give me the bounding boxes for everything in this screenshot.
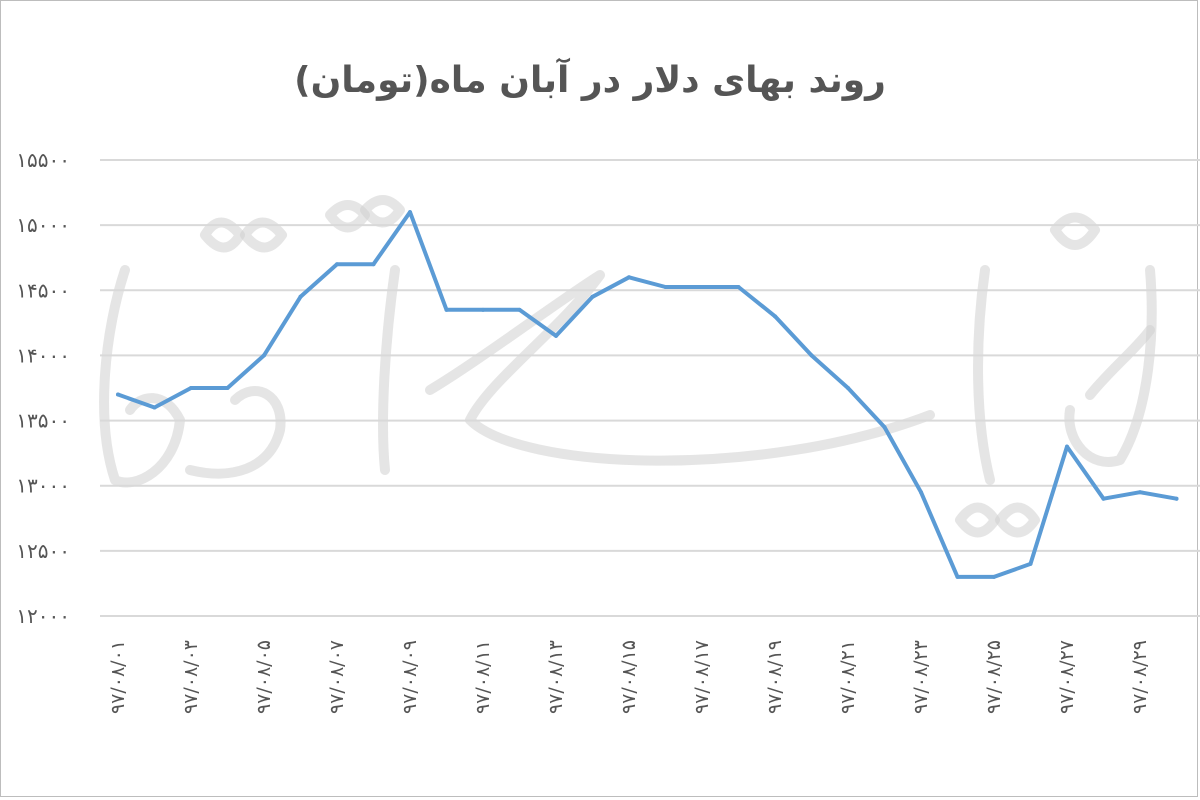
y-tick-label: ۱۲۵۰۰ (16, 539, 70, 563)
y-tick-label: ۱۵۵۰۰ (16, 148, 70, 172)
watermark-logo (99, 195, 1157, 538)
data-point (846, 386, 850, 390)
data-point (627, 275, 631, 280)
data-point (554, 333, 558, 338)
data-point (189, 386, 193, 390)
data-point (700, 285, 704, 290)
y-tick-label: ۱۴۰۰۰ (16, 343, 70, 367)
data-point (444, 307, 449, 312)
data-point (152, 405, 157, 410)
data-point (955, 574, 960, 579)
data-point (1174, 496, 1179, 501)
x-axis-ticks: ۹۷/۰۸/۰۱ ۹۷/۰۸/۰۳ ۹۷/۰۸/۰۵ ۹۷/۰۸/۰۷ ۹۷/۰۸/۰۹… (107, 640, 1151, 714)
data-point (882, 425, 887, 430)
data-point (992, 574, 996, 579)
x-tick-label: ۹۷/۰۸/۱۵ (618, 640, 640, 714)
data-point (116, 392, 120, 397)
data-point (773, 314, 777, 319)
y-tick-label: ۱۳۰۰۰ (16, 474, 70, 498)
data-point (481, 307, 485, 312)
series-group (116, 210, 1179, 579)
data-point (225, 386, 230, 390)
gridlines (100, 159, 1200, 617)
data-point (1101, 496, 1106, 501)
data-point (809, 353, 814, 358)
data-point (1138, 490, 1142, 495)
data-point (262, 353, 266, 358)
data-point (736, 285, 741, 290)
series-line (116, 210, 1179, 579)
chart-title: روند بهای دلار در آبان ماه(تومان) (294, 57, 886, 101)
x-tick-label: ۹۷/۰۸/۲۱ (837, 640, 859, 714)
y-tick-label: ۱۳۵۰۰ (16, 409, 70, 433)
x-tick-label: ۹۷/۰۸/۱۳ (545, 640, 567, 714)
data-point (298, 294, 303, 299)
data-point (335, 262, 339, 267)
x-tick-label: ۹۷/۰۸/۲۵ (983, 640, 1005, 714)
y-tick-label: ۱۴۵۰۰ (16, 278, 70, 302)
x-tick-label: ۹۷/۰۸/۱۹ (764, 640, 786, 714)
y-axis-ticks: ۱۵۵۰۰ ۱۵۰۰۰ ۱۴۵۰۰ ۱۴۰۰۰ ۱۳۵۰۰ ۱۳۰۰۰ ۱۲۵۰۰ ۱۲۰۰۰ (16, 148, 70, 628)
x-tick-label: ۹۷/۰۸/۱۷ (691, 640, 713, 714)
y-tick-label: ۱۵۰۰۰ (16, 213, 70, 237)
x-tick-label: ۹۷/۰۸/۲۳ (910, 640, 932, 714)
data-point (408, 210, 412, 215)
data-point (1028, 561, 1033, 566)
x-tick-label: ۹۷/۰۸/۱۱ (472, 640, 494, 714)
data-point (1065, 444, 1069, 449)
x-tick-label: ۹۷/۰۸/۰۷ (326, 640, 348, 714)
x-tick-label: ۹۷/۰۸/۰۳ (180, 640, 202, 714)
data-point (663, 285, 668, 290)
data-point (919, 490, 923, 495)
x-tick-label: ۹۷/۰۸/۰۵ (253, 640, 275, 714)
x-tick-label: ۹۷/۰۸/۲۷ (1056, 640, 1078, 714)
y-tick-label: ۱۲۰۰۰ (16, 604, 70, 628)
data-point (590, 294, 595, 299)
x-tick-label: ۹۷/۰۸/۰۹ (399, 640, 421, 714)
data-point (371, 262, 376, 267)
x-tick-label: ۹۷/۰۸/۲۹ (1129, 640, 1151, 714)
x-tick-label: ۹۷/۰۸/۰۱ (107, 640, 129, 714)
data-point (517, 307, 522, 312)
